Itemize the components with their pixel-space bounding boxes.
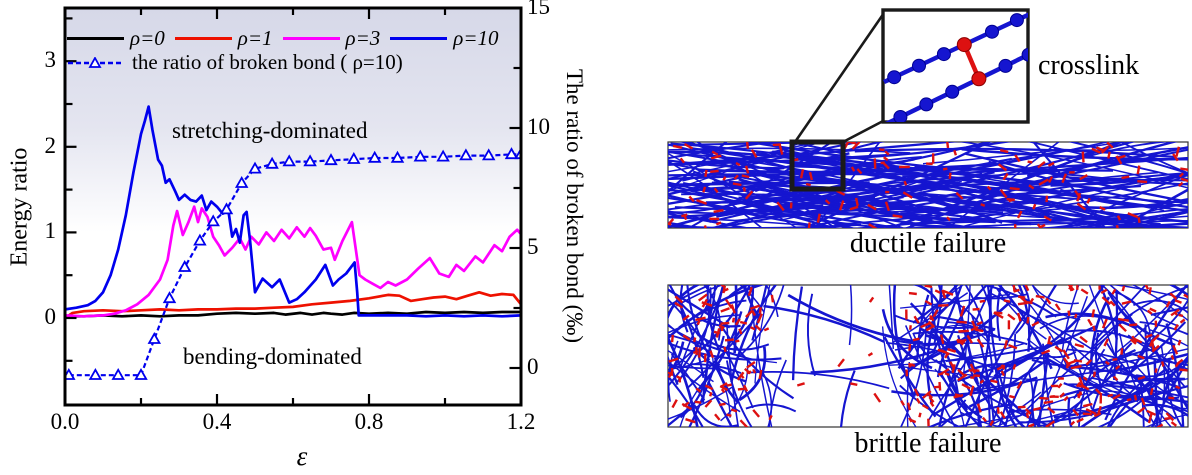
zoom-connector-line xyxy=(842,118,886,144)
x-axis-label: ε xyxy=(296,441,308,471)
y-right-tick-label-5: 5 xyxy=(527,234,539,259)
series-line-ρ=1 xyxy=(65,290,521,320)
legend-label-rho10: ρ=10 xyxy=(453,26,499,50)
crosslink-inset-art xyxy=(883,12,1028,122)
y-left-tick-label-1: 1 xyxy=(44,218,57,244)
legend-row-1: ρ=0 ρ=1 ρ=3 ρ=10 xyxy=(67,26,499,51)
legend-item-rho10: ρ=10 xyxy=(390,26,499,51)
triangle-marker xyxy=(413,149,428,162)
x-tick-label-0.4: 0.4 xyxy=(202,409,232,434)
triangle-marker xyxy=(459,148,473,161)
legend-swatch-rho10 xyxy=(390,37,448,40)
triangle-marker xyxy=(193,233,207,246)
stretching-region-shade xyxy=(65,8,521,405)
energy-ratio-chart: Energy ratio The ratio of broken bond (‰… xyxy=(6,0,588,471)
y-left-tick-label-0: 0 xyxy=(44,304,57,329)
series-line-ρ=3 xyxy=(65,205,521,318)
chart-canvas xyxy=(63,6,523,407)
legend-swatch-rho1 xyxy=(174,37,232,40)
series-line-ρ=0 xyxy=(65,310,521,318)
triangle-marker xyxy=(282,154,296,167)
triangle-marker xyxy=(436,149,450,162)
triangle-marker xyxy=(303,154,317,167)
triangle-marker xyxy=(367,150,382,163)
triangle-marker xyxy=(147,331,162,344)
legend-row-2: the ratio of broken bond ( ρ=10) xyxy=(67,50,403,75)
triangle-marker xyxy=(347,151,361,164)
triangle-marker xyxy=(248,161,262,174)
plot-frame xyxy=(63,6,523,407)
triangle-marker xyxy=(177,259,192,272)
y-left-tick-label-3: 3 xyxy=(44,47,57,73)
y-right-tick-label-0: 0 xyxy=(527,354,539,379)
triangle-marker xyxy=(134,367,148,380)
legend-swatch-rho3 xyxy=(282,37,340,40)
crosslink-label: crosslink xyxy=(1038,50,1140,81)
x-tick-label-0.8: 0.8 xyxy=(354,409,384,434)
triangle-marker xyxy=(324,153,338,166)
legend-swatch-broken-bond xyxy=(67,56,124,69)
triangle-marker xyxy=(206,214,220,227)
legend-label-broken-bond: the ratio of broken bond ( ρ=10) xyxy=(132,50,403,74)
x-tick-label-0.0: 0.0 xyxy=(50,409,80,434)
legend-label-rho1: ρ=1 xyxy=(237,26,273,50)
ductile-failure-label: ductile failure xyxy=(849,228,1007,259)
network-canvas xyxy=(667,8,1189,428)
zoom-connector-line xyxy=(793,12,886,143)
ductile-strip-fibers xyxy=(668,142,1188,228)
legend-label-rho3: ρ=3 xyxy=(345,26,381,50)
triangle-marker xyxy=(265,156,279,169)
legend-swatch-rho0 xyxy=(67,37,124,40)
legend-item-rho1: ρ=1 xyxy=(174,26,273,51)
triangle-marker xyxy=(481,148,496,161)
series-line-ρ=10 xyxy=(65,105,521,318)
region-label-bending: bending-dominated xyxy=(183,344,362,369)
triangle-marker xyxy=(162,291,177,304)
legend-item-rho0: ρ=0 xyxy=(67,26,165,51)
legend-item-rho3: ρ=3 xyxy=(282,26,381,51)
y-axis-label-left: Energy ratio xyxy=(6,147,33,267)
brittle-failure-label: brittle failure xyxy=(854,428,1002,459)
zoom-highlight-box xyxy=(789,139,846,192)
y-axis-label-right: The ratio of broken bond (‰) xyxy=(562,68,587,344)
triangle-marker xyxy=(390,150,405,163)
triangle-marker xyxy=(111,367,125,380)
triangle-marker xyxy=(219,202,234,215)
region-label-stretching: stretching-dominated xyxy=(172,118,368,143)
y-left-tick-label-2: 2 xyxy=(44,132,57,158)
legend-label-rho0: ρ=0 xyxy=(130,26,165,50)
y-right-tick-label-10: 10 xyxy=(527,114,550,139)
y-right-tick-label-15: 15 xyxy=(527,0,550,19)
triangle-marker xyxy=(88,367,103,380)
x-tick-label-1.2: 1.2 xyxy=(506,409,536,434)
brittle-strip-fibers xyxy=(668,285,1188,427)
network-panel: crosslink ductile failure brittle failur… xyxy=(640,0,1192,475)
triangle-marker xyxy=(234,175,249,188)
triangle-marker xyxy=(504,147,519,160)
